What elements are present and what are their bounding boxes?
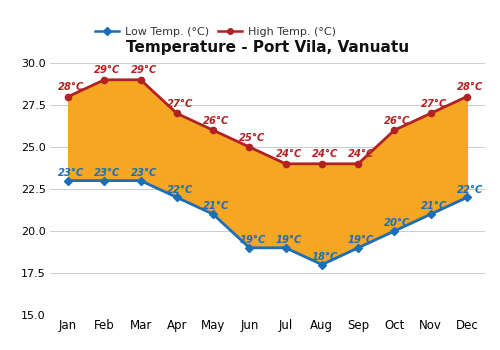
- High Temp. (°C): [355, 162, 361, 166]
- Text: 19°C: 19°C: [348, 235, 374, 245]
- Low Temp. (°C): [65, 178, 71, 183]
- Line: Low Temp. (°C): Low Temp. (°C): [66, 178, 469, 267]
- Low Temp. (°C): [210, 212, 216, 216]
- High Temp. (°C): [246, 145, 252, 149]
- Line: High Temp. (°C): High Temp. (°C): [65, 77, 470, 167]
- Low Temp. (°C): [428, 212, 434, 216]
- Text: 27°C: 27°C: [166, 99, 193, 109]
- Text: 26°C: 26°C: [384, 116, 410, 126]
- Low Temp. (°C): [464, 195, 470, 199]
- High Temp. (°C): [210, 128, 216, 132]
- Low Temp. (°C): [282, 246, 288, 250]
- Text: 18°C: 18°C: [312, 252, 338, 262]
- Text: 19°C: 19°C: [276, 235, 302, 245]
- Legend: Low Temp. (°C), High Temp. (°C): Low Temp. (°C), High Temp. (°C): [92, 23, 339, 41]
- High Temp. (°C): [392, 128, 398, 132]
- Low Temp. (°C): [355, 246, 361, 250]
- Text: 28°C: 28°C: [456, 82, 483, 92]
- Text: 29°C: 29°C: [94, 65, 120, 75]
- Text: 21°C: 21°C: [420, 202, 447, 211]
- Text: 26°C: 26°C: [203, 116, 230, 126]
- Text: 23°C: 23°C: [130, 168, 157, 178]
- High Temp. (°C): [65, 94, 71, 99]
- Low Temp. (°C): [319, 262, 325, 267]
- Text: 24°C: 24°C: [312, 149, 338, 159]
- High Temp. (°C): [464, 94, 470, 99]
- High Temp. (°C): [102, 78, 107, 82]
- Low Temp. (°C): [246, 246, 252, 250]
- High Temp. (°C): [319, 162, 325, 166]
- Low Temp. (°C): [138, 178, 143, 183]
- High Temp. (°C): [174, 111, 180, 116]
- Text: 27°C: 27°C: [420, 99, 447, 109]
- Text: 28°C: 28°C: [58, 82, 84, 92]
- High Temp. (°C): [138, 78, 143, 82]
- Low Temp. (°C): [392, 229, 398, 233]
- Text: 21°C: 21°C: [203, 202, 230, 211]
- Text: 23°C: 23°C: [94, 168, 120, 178]
- Text: 20°C: 20°C: [384, 218, 410, 228]
- Text: 22°C: 22°C: [166, 185, 193, 195]
- Text: 23°C: 23°C: [58, 168, 84, 178]
- Text: 19°C: 19°C: [239, 235, 266, 245]
- Text: 22°C: 22°C: [456, 185, 483, 195]
- High Temp. (°C): [428, 111, 434, 116]
- Text: 25°C: 25°C: [239, 133, 266, 142]
- Text: 29°C: 29°C: [130, 65, 157, 75]
- High Temp. (°C): [282, 162, 288, 166]
- Low Temp. (°C): [102, 178, 107, 183]
- Title: Temperature - Port Vila, Vanuatu: Temperature - Port Vila, Vanuatu: [126, 40, 409, 55]
- Text: 24°C: 24°C: [348, 149, 374, 159]
- Low Temp. (°C): [174, 195, 180, 199]
- Text: 24°C: 24°C: [276, 149, 302, 159]
